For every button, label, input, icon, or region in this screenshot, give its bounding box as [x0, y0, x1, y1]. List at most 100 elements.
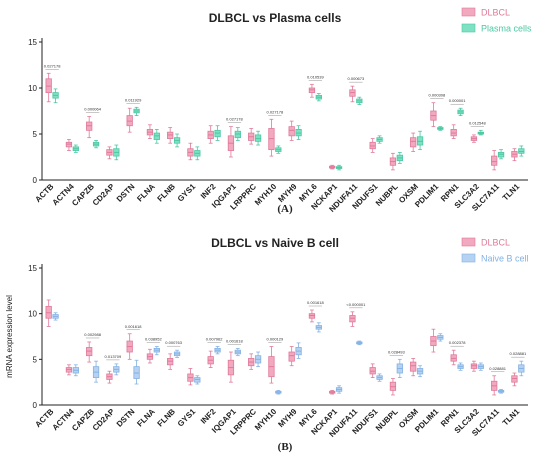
x-tick-label-nubpl: NUBPL	[374, 182, 400, 208]
box-cd2ap-dlbcl	[106, 146, 113, 160]
box-flnb-naive-b-cell	[173, 349, 181, 358]
box-flnb-plasma-cells	[173, 133, 181, 148]
p-value-text: 0.007962	[206, 337, 223, 342]
p-value-annotation: 0.028881	[489, 366, 507, 372]
p-value-annotation: 0.002378	[449, 340, 466, 347]
box-inf2-plasma-cells	[214, 125, 221, 141]
box-dstn-dlbcl	[126, 333, 133, 360]
box-nubpl-dlbcl	[389, 152, 397, 171]
x-tick-label-nubpl: NUBPL	[374, 407, 400, 433]
box-body	[288, 351, 295, 362]
box-tln1-naive-b-cell	[518, 360, 525, 377]
box-myh9-naive-b-cell	[295, 342, 302, 359]
panel-label: (A)	[277, 203, 293, 215]
p-value-annotation: 0.010539	[307, 74, 324, 81]
p-value-annotation: 0.013709	[105, 354, 122, 361]
box-actb-dlbcl	[45, 299, 52, 327]
box-actn4-plasma-cells	[72, 144, 79, 153]
box-tln1-plasma-cells	[518, 145, 525, 157]
box-body	[410, 361, 417, 372]
box-nubpl-dlbcl	[389, 378, 397, 396]
p-value-text: 0.000763	[165, 340, 182, 345]
y-tick-label: 15	[28, 264, 37, 273]
box-flnb-dlbcl	[167, 353, 174, 370]
box-nubpl-plasma-cells	[396, 151, 403, 164]
box-rpn1-dlbcl	[450, 349, 457, 366]
p-value-text: 0.013709	[105, 354, 122, 359]
p-value-annotation: 0.028881	[510, 351, 527, 358]
x-tick-label-tln1: TLN1	[501, 182, 522, 203]
box-lrpprc-dlbcl	[248, 128, 255, 145]
box-ndufs1-dlbcl	[369, 138, 376, 153]
box-flna-plasma-cells	[153, 128, 160, 144]
p-value-text: 0.001618	[307, 300, 324, 305]
box-nubpl-naive-b-cell	[396, 358, 403, 379]
p-value-annotation: 0.028493	[388, 349, 405, 356]
x-tick-label-flnb: FLNB	[156, 182, 178, 204]
box-slc7a11-dlbcl	[491, 375, 498, 396]
box-gys1-dlbcl	[187, 142, 194, 161]
box-slc3a2-dlbcl	[470, 360, 478, 372]
box-myh9-plasma-cells	[295, 125, 302, 140]
box-myh9-dlbcl	[288, 346, 295, 367]
panel-label: (B)	[278, 441, 293, 453]
box-actn4-dlbcl	[65, 364, 73, 376]
p-value-annotation: <0.000001	[346, 302, 366, 309]
box-myl6-dlbcl	[308, 83, 316, 98]
p-value-annotation: 0.007962	[206, 337, 223, 343]
p-value-annotation: 0.012548	[469, 120, 486, 127]
box-ndufa11-dlbcl	[349, 85, 356, 103]
box-dstn-plasma-cells	[133, 106, 140, 116]
box-slc7a11-dlbcl	[491, 150, 498, 171]
x-tick-label-myh9: MYH9	[276, 182, 298, 204]
p-value-text: 0.000001	[449, 98, 466, 103]
box-actb-plasma-cells	[52, 88, 59, 104]
p-value-text: 0.027178	[226, 117, 243, 122]
box-flna-dlbcl	[146, 348, 154, 364]
x-tick-label-dstn: DSTN	[115, 407, 137, 429]
legend-label-1: DLBCL	[481, 8, 510, 18]
p-value-text: 0.000673	[348, 76, 365, 81]
panel-a: DLBCL vs Plasma cells DLBCL Plasma cells 0 5…	[28, 8, 532, 216]
y-tick-label: 0	[33, 401, 38, 410]
p-value-text: <0.000001	[346, 302, 366, 307]
box-iqgap1-naive-b-cell	[234, 347, 241, 357]
y-tick-label: 0	[33, 176, 38, 185]
box-pdlim1-dlbcl	[430, 102, 437, 128]
box-flna-naive-b-cell	[153, 346, 160, 356]
box-lrpprc-dlbcl	[248, 353, 255, 370]
box-myh10-dlbcl	[268, 346, 275, 384]
p-value-text: 0.001618	[125, 324, 142, 329]
x-tick-label-cd2ap: CD2AP	[91, 407, 117, 433]
box-iqgap1-plasma-cells	[234, 127, 241, 141]
y-tick-label: 5	[33, 355, 38, 364]
box-myl6-naive-b-cell	[315, 322, 322, 333]
box-iqgap1-dlbcl	[227, 351, 235, 383]
x-tick-label-myh10: MYH10	[253, 182, 279, 208]
legend-swatch-2	[461, 253, 476, 263]
box-cd2ap-plasma-cells	[113, 144, 120, 161]
box-actb-dlbcl	[45, 72, 52, 103]
p-value-text: 0.028881	[510, 351, 527, 356]
p-value-text: 0.002988	[84, 332, 101, 337]
box-nckap1-plasma-cells	[335, 164, 343, 171]
y-tick-label: 10	[28, 84, 37, 93]
p-value-annotation: 0.001618	[307, 300, 324, 307]
box-tln1-dlbcl	[511, 148, 518, 162]
box-ndufs1-naive-b-cell	[376, 373, 383, 382]
box-slc7a11-naive-b-cell	[497, 389, 505, 394]
p-value-annotation: 0.027178	[226, 117, 243, 123]
box-myh10-dlbcl	[268, 118, 275, 157]
box-oxsm-dlbcl	[410, 132, 417, 152]
box-myh10-naive-b-cell	[275, 389, 282, 395]
p-value-text: 0.002378	[449, 340, 466, 345]
box-actb-naive-b-cell	[52, 312, 59, 321]
box-nckap1-dlbcl	[329, 389, 336, 395]
y-axis-label: mRNA expression level	[5, 295, 14, 378]
y-tick-label: 15	[28, 38, 37, 47]
box-slc3a2-plasma-cells	[477, 129, 484, 136]
box-myl6-plasma-cells	[315, 93, 322, 102]
box-inf2-naive-b-cell	[214, 346, 221, 355]
p-value-text: 0.028881	[489, 366, 506, 371]
p-value-annotation: 0.000001	[449, 98, 466, 105]
